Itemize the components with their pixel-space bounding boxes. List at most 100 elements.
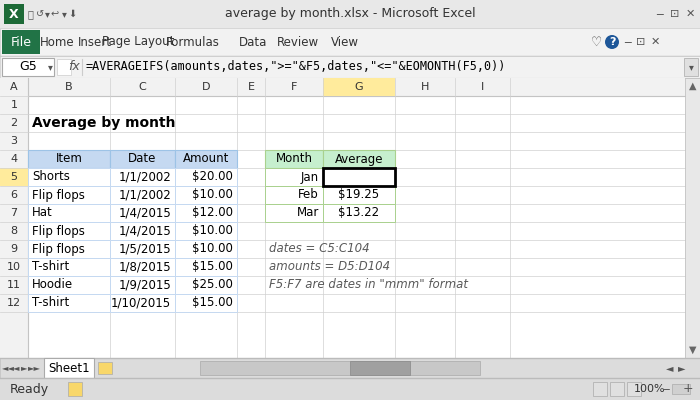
Text: ⬇: ⬇	[68, 9, 76, 19]
Bar	[110, 222, 175, 240]
Text: ✕: ✕	[685, 9, 694, 19]
Text: 1/4/2015: 1/4/2015	[118, 206, 171, 220]
Bar	[0, 78, 685, 96]
Text: G: G	[355, 82, 363, 92]
Bar	[323, 168, 395, 186]
Text: ?: ?	[609, 37, 615, 47]
Text: I: I	[481, 82, 484, 92]
Bar	[200, 361, 480, 375]
Bar	[2, 58, 54, 76]
Bar	[28, 258, 110, 276]
Bar	[28, 240, 110, 258]
Bar	[175, 186, 237, 204]
Bar	[175, 150, 237, 168]
Bar	[175, 168, 237, 186]
Bar	[323, 204, 395, 222]
Bar	[175, 222, 237, 240]
Text: Average: Average	[335, 152, 384, 166]
Text: ▾: ▾	[62, 9, 66, 19]
Text: 1: 1	[10, 100, 18, 110]
Bar	[57, 59, 71, 75]
Text: Page Layout: Page Layout	[102, 36, 174, 48]
Text: Insert: Insert	[78, 36, 112, 48]
Text: F5:F7 are dates in "mmm" format: F5:F7 are dates in "mmm" format	[269, 278, 468, 292]
Bar	[175, 258, 237, 276]
Bar	[28, 186, 110, 204]
Bar	[110, 168, 175, 186]
Text: ♡: ♡	[590, 36, 601, 48]
Text: 🖫: 🖫	[27, 9, 33, 19]
Text: Mar: Mar	[297, 206, 319, 220]
Bar	[685, 78, 700, 358]
Bar	[0, 28, 700, 56]
Bar	[323, 186, 395, 204]
Text: Date: Date	[128, 152, 157, 166]
Bar	[0, 358, 700, 378]
Bar	[175, 204, 237, 222]
Text: 1/9/2015: 1/9/2015	[118, 278, 171, 292]
Bar	[175, 294, 237, 312]
Bar	[2, 30, 40, 54]
Text: ►: ►	[21, 364, 27, 372]
Text: $15.00: $15.00	[192, 296, 233, 310]
Text: Sheet1: Sheet1	[48, 362, 90, 374]
Text: ◄◄: ◄◄	[1, 364, 15, 372]
Bar	[323, 150, 395, 168]
Text: 1/1/2002: 1/1/2002	[118, 170, 171, 184]
Bar	[28, 150, 110, 168]
Bar	[28, 222, 110, 240]
Text: 12: 12	[7, 298, 21, 308]
Text: ↺: ↺	[36, 9, 44, 19]
Text: Formulas: Formulas	[166, 36, 220, 48]
Text: dates = C5:C104: dates = C5:C104	[269, 242, 370, 256]
Text: 1/4/2015: 1/4/2015	[118, 224, 171, 238]
Text: ▾: ▾	[689, 62, 694, 72]
Bar	[28, 204, 110, 222]
Text: ◄: ◄	[13, 364, 20, 372]
Bar	[110, 186, 175, 204]
Text: D: D	[202, 82, 210, 92]
Bar	[593, 382, 607, 396]
Text: Month: Month	[276, 152, 312, 166]
Bar	[350, 361, 410, 375]
Bar	[110, 258, 175, 276]
Text: 1/8/2015: 1/8/2015	[118, 260, 171, 274]
Text: $10.00: $10.00	[192, 188, 233, 202]
Bar	[4, 4, 24, 24]
Text: ◄: ◄	[666, 363, 673, 373]
Text: $19.25: $19.25	[338, 188, 379, 202]
Text: ✕: ✕	[650, 37, 659, 47]
Bar	[0, 378, 700, 400]
Text: Feb: Feb	[298, 188, 319, 202]
Text: T-shirt: T-shirt	[32, 260, 69, 274]
Text: Data: Data	[239, 36, 267, 48]
Bar	[28, 294, 110, 312]
Text: F: F	[290, 82, 298, 92]
Bar	[110, 204, 175, 222]
Text: ▼: ▼	[690, 345, 696, 355]
Bar	[0, 168, 28, 186]
Text: 3: 3	[10, 136, 18, 146]
Text: $10.00: $10.00	[192, 242, 233, 256]
Text: A: A	[10, 82, 18, 92]
Text: Amount: Amount	[183, 152, 229, 166]
Text: 8: 8	[10, 226, 18, 236]
Text: 7: 7	[10, 208, 18, 218]
Text: Hat: Hat	[32, 206, 52, 220]
Bar	[110, 294, 175, 312]
Bar	[265, 150, 323, 168]
Bar	[265, 186, 323, 204]
Text: 2: 2	[10, 118, 18, 128]
Bar	[0, 0, 700, 28]
Text: G5: G5	[19, 60, 37, 74]
Text: $13.22: $13.22	[338, 206, 379, 220]
Bar	[28, 168, 110, 186]
Text: $15.64: $15.64	[338, 170, 379, 184]
Text: $12.00: $12.00	[192, 206, 233, 220]
Text: 6: 6	[10, 190, 18, 200]
Text: ─: ─	[624, 37, 631, 47]
Text: Item: Item	[55, 152, 83, 166]
Text: fx: fx	[68, 60, 80, 74]
Text: Ready: Ready	[10, 382, 49, 396]
Bar	[110, 240, 175, 258]
